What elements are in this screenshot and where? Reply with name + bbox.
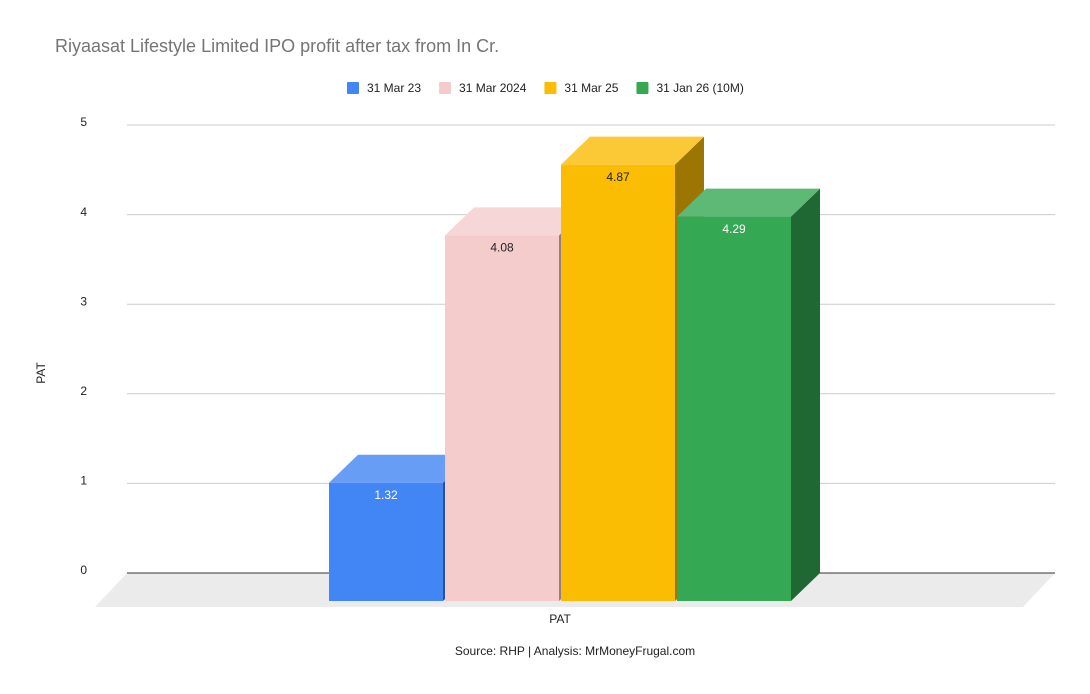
legend-label: 31 Mar 25: [564, 81, 618, 95]
bar-top: [329, 454, 472, 483]
y-tick-label: 0: [80, 563, 87, 577]
legend-label: 31 Mar 2024: [459, 81, 527, 95]
bar: [445, 235, 559, 601]
legend-label: 31 Jan 26 (10M): [656, 81, 743, 95]
value-label: 1.32: [374, 488, 398, 502]
y-axis-label: PAT: [34, 362, 48, 384]
y-tick-label: 1: [80, 474, 87, 488]
legend-label: 31 Mar 23: [367, 81, 421, 95]
y-tick-label: 4: [80, 205, 87, 219]
y-tick-label: 5: [80, 115, 87, 129]
legend-swatch: [544, 82, 557, 94]
legend-swatch: [439, 82, 452, 94]
y-tick-label: 3: [80, 294, 87, 308]
bar-top: [677, 188, 820, 217]
value-label: 4.29: [722, 222, 746, 236]
bar-side: [791, 188, 820, 601]
bar-top: [561, 136, 704, 165]
chart-title: Riyaasat Lifestyle Limited IPO profit af…: [55, 36, 499, 56]
bar: [677, 216, 791, 601]
x-axis-label: PAT: [549, 612, 571, 626]
bar-top: [445, 207, 588, 236]
y-tick-label: 2: [80, 384, 87, 398]
bar: [329, 482, 443, 601]
legend-swatch: [347, 82, 359, 94]
bar: [561, 164, 675, 601]
value-label: 4.08: [490, 241, 514, 255]
source-note: Source: RHP | Analysis: MrMoneyFrugal.co…: [455, 644, 695, 658]
value-label: 4.87: [606, 170, 630, 184]
legend-swatch: [636, 82, 649, 94]
